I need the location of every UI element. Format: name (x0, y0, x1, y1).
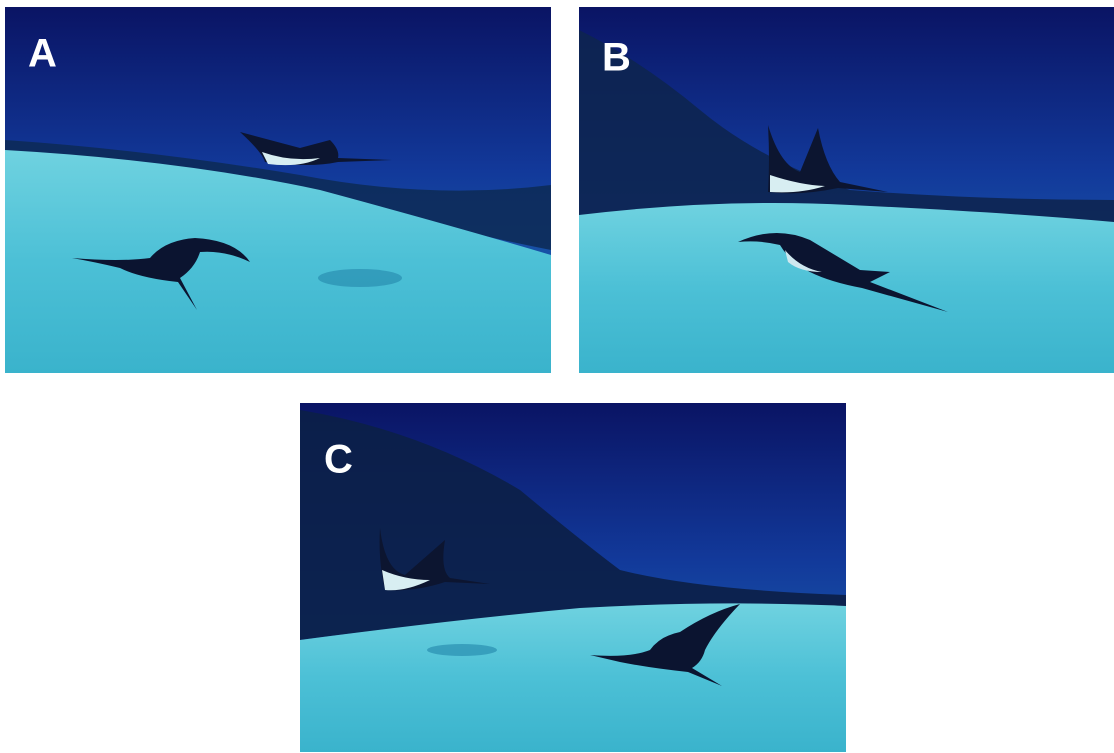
shadow (427, 644, 497, 656)
panel-label: A (28, 32, 57, 76)
shadow (318, 269, 402, 287)
reef (579, 30, 1114, 225)
ray (379, 528, 490, 591)
sand (579, 202, 1114, 373)
ray (738, 232, 948, 312)
ray-belly (770, 175, 825, 193)
panel-b (579, 7, 1114, 373)
ray (72, 238, 250, 310)
ray-belly (382, 570, 430, 591)
ray-belly (262, 152, 320, 166)
ray (768, 125, 888, 194)
panel-a (5, 7, 551, 373)
ray-belly (785, 250, 822, 272)
panel-label: B (602, 36, 631, 80)
sand (5, 150, 551, 373)
ray (590, 604, 740, 686)
panel-c (300, 403, 846, 752)
panel-label: C (324, 438, 353, 482)
